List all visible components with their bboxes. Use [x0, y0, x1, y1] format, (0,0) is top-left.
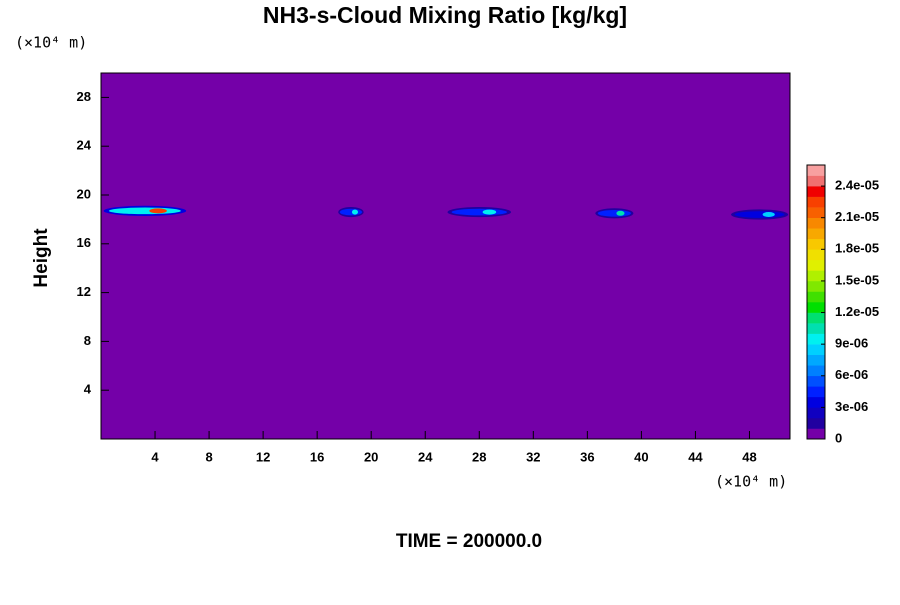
y-unit-label: (×10⁴ m)	[15, 34, 87, 52]
y-tick-label: 24	[77, 138, 92, 153]
colorbar-band	[807, 291, 825, 303]
colorbar-band	[807, 259, 825, 271]
colorbar-band	[807, 428, 825, 440]
colorbar-band	[807, 249, 825, 261]
contour-fill	[451, 208, 507, 216]
plot-background	[101, 73, 790, 439]
x-tick-label: 48	[742, 449, 756, 464]
colorbar-band	[807, 323, 825, 334]
y-tick-label: 16	[77, 235, 91, 250]
colorbar-tick-label: 1.8e-05	[835, 241, 879, 256]
time-annotation: TIME = 200000.0	[396, 531, 542, 552]
contour-peak	[482, 209, 497, 215]
colorbar-band	[807, 175, 825, 187]
colorbar-band	[807, 365, 825, 377]
x-tick-label: 8	[205, 449, 212, 464]
y-tick-label: 20	[77, 186, 91, 201]
colorbar-band	[807, 196, 825, 208]
colorbar-band	[807, 217, 825, 229]
colorbar-band	[807, 396, 825, 408]
colorbar-tick-label: 1.5e-05	[835, 272, 879, 287]
x-tick-label: 40	[634, 449, 648, 464]
colorbar-band	[807, 386, 825, 398]
colorbar-band	[807, 302, 825, 313]
colorbar-band	[807, 165, 825, 176]
x-tick-label: 16	[310, 449, 324, 464]
x-tick-label: 4	[151, 449, 159, 464]
x-tick-label: 28	[472, 449, 486, 464]
colorbar-band	[807, 312, 825, 324]
y-tick-label: 12	[77, 284, 91, 299]
x-unit-label: (×10⁴ m)	[715, 473, 787, 491]
colorbar-tick-label: 9e-06	[835, 336, 868, 351]
colorbar-band	[807, 407, 825, 419]
contour-peak	[149, 208, 167, 214]
colorbar-tick-label: 2.4e-05	[835, 178, 879, 193]
plot-frame	[100, 72, 791, 440]
x-tick-label: 32	[526, 449, 540, 464]
colorbar-band	[807, 333, 825, 345]
colorbar-tick-label: 2.1e-05	[835, 209, 879, 224]
x-tick-label: 20	[364, 449, 378, 464]
y-tick-label: 4	[84, 382, 92, 397]
colorbar-band	[807, 270, 825, 282]
colorbar-tick-label: 1.2e-05	[835, 304, 879, 319]
colorbar-tick-label: 3e-06	[835, 399, 868, 414]
chart-title: NH3-s-Cloud Mixing Ratio [kg/kg]	[263, 2, 627, 28]
x-tick-label: 36	[580, 449, 594, 464]
y-tick-label: 8	[84, 333, 91, 348]
colorbar-band	[807, 417, 825, 429]
colorbar-tick-label: 0	[835, 430, 842, 445]
contour-peak	[616, 210, 625, 216]
colorbar-band	[807, 228, 825, 240]
x-tick-label: 44	[688, 449, 703, 464]
contour-peak	[351, 209, 358, 215]
colorbar-band	[807, 280, 825, 292]
y-tick-label: 28	[77, 89, 91, 104]
contour-peak	[762, 212, 775, 218]
colorbar-band	[807, 354, 825, 366]
contour-fill	[339, 208, 363, 216]
contour-fill	[597, 210, 631, 217]
colorbar-band	[807, 375, 825, 387]
colorbar-tick-label: 6e-06	[835, 367, 868, 382]
colorbar-band	[807, 207, 825, 218]
x-tick-label: 24	[418, 449, 433, 464]
colorbar-band	[807, 238, 825, 250]
contour-fill	[734, 211, 785, 218]
y-axis-label: Height	[31, 228, 52, 288]
contour-fill	[108, 207, 181, 215]
colorbar-band	[807, 344, 825, 355]
x-tick-label: 12	[256, 449, 270, 464]
colorbar-band	[807, 186, 825, 197]
colorbar-frame	[806, 164, 826, 440]
